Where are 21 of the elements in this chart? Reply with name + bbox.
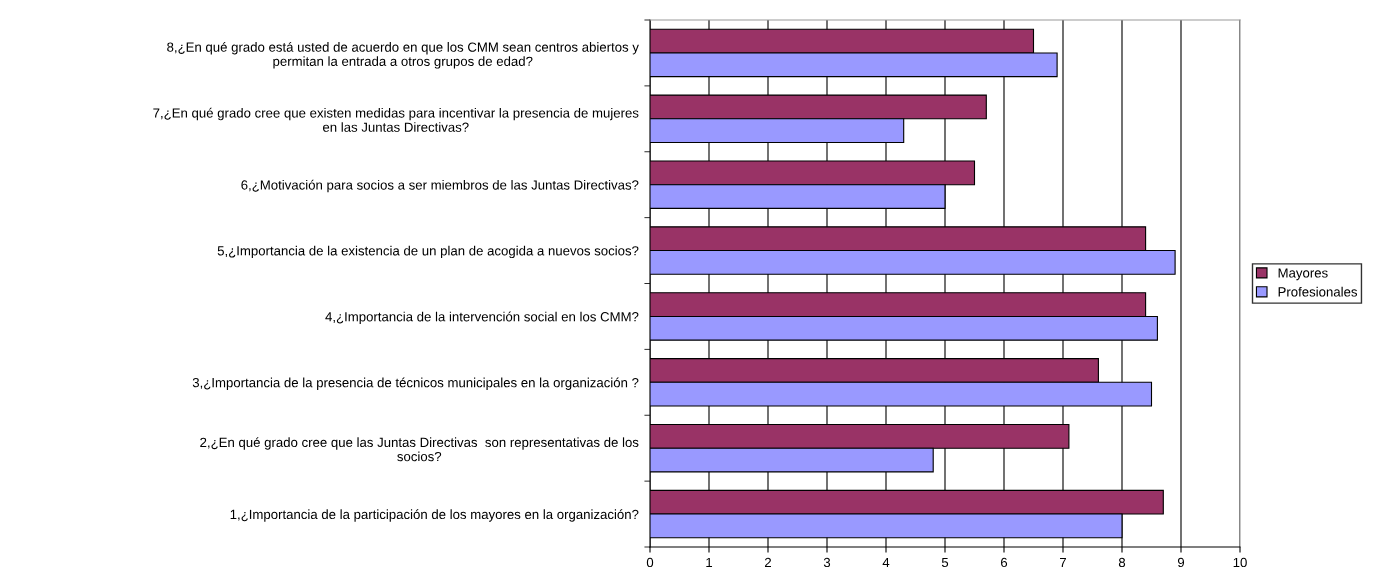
x-tick-label: 6 xyxy=(1001,557,1008,568)
legend-label: Mayores xyxy=(1278,268,1328,281)
x-tick-label: 9 xyxy=(1177,557,1185,568)
x-tick-label: 4 xyxy=(882,557,890,567)
y-tick-label: 4,¿Importancia de la intervención social en los CMM? xyxy=(325,311,639,325)
y-tick-label: 8,¿En qué grado está usted de acuerdo en que los CMM sean centros abiertos y permitan la entrada a otros grupos de edad? xyxy=(167,41,639,69)
x-tick-label: 8 xyxy=(1118,557,1126,568)
y-tick-label: 3,¿Importancia de la presencia de técnicos municipales en la organización ? xyxy=(192,377,639,390)
y-tick-label: 7,¿En qué grado cree que existen medidas para incentivar la presencia de mujeres en las Juntas Directivas? xyxy=(153,107,639,132)
y-tick-label: 1,¿Importancia de la participación de los mayores en la organización? xyxy=(230,509,639,522)
x-tick-label: 2 xyxy=(765,557,772,567)
y-tick-label: 5,¿Importancia de la existencia de un plan de acogida a nuevos socios? xyxy=(217,245,639,259)
legend-label: Profesionales xyxy=(1278,286,1358,297)
x-tick-label: 5 xyxy=(941,557,949,568)
y-tick-label: 2,¿En qué grado cree que las Juntas Directivas son representativas de los socios? xyxy=(200,437,639,462)
x-tick-label: 7 xyxy=(1060,557,1067,567)
x-tick-label: 10 xyxy=(1233,557,1247,568)
x-tick-label: 0 xyxy=(646,557,654,568)
x-tick-label: 3 xyxy=(823,557,831,568)
y-tick-label: 6,¿Motivación para socios a ser miembros de las Juntas Directivas? xyxy=(241,179,639,193)
x-tick-label: 1 xyxy=(706,557,713,567)
